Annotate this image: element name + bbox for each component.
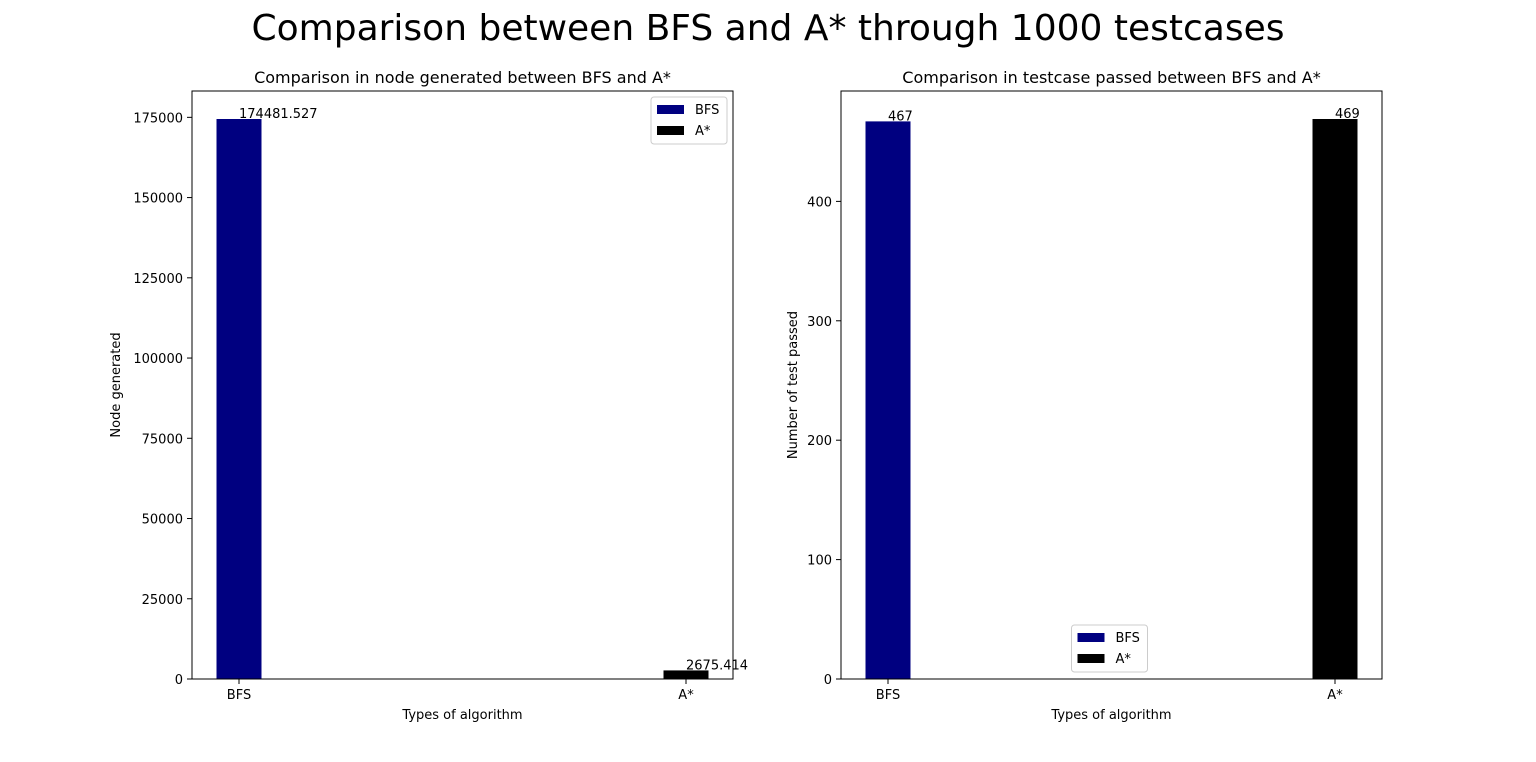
chart2-x-axis-label: Types of algorithm <box>1050 708 1171 723</box>
chart1-y-tick-label: 125000 <box>133 272 183 287</box>
chart1-bar-bfs <box>216 118 262 679</box>
chart1-x-tick-label: A* <box>678 688 694 703</box>
chart1-legend-label: A* <box>695 124 711 139</box>
chart1-legend-swatch <box>657 126 684 135</box>
chart2-data-label: 469 <box>1335 107 1360 122</box>
chart1-y-tick-label: 25000 <box>142 593 183 608</box>
chart1-data-label: 174481.527 <box>239 107 318 122</box>
chart1-y-tick-label: 0 <box>175 673 183 688</box>
chart1-y-tick-label: 150000 <box>133 192 183 207</box>
chart2-y-tick-label: 100 <box>807 554 832 569</box>
figure-title: Comparison between BFS and A* through 10… <box>251 8 1285 49</box>
chart1-legend-label: BFS <box>695 103 719 118</box>
chart2-bar-bfs <box>865 121 911 679</box>
chart2-x-tick-label: BFS <box>876 688 900 703</box>
chart1-y-tick-label: 175000 <box>133 111 183 126</box>
chart2-legend-label: A* <box>1116 652 1132 667</box>
chart2-y-axis-label: Number of test passed <box>786 311 801 459</box>
chart1-y-tick-label: 50000 <box>142 513 183 528</box>
chart2-legend-swatch <box>1077 633 1105 642</box>
chart2-y-tick-label: 300 <box>807 315 832 330</box>
chart2-x-tick-label: A* <box>1327 688 1343 703</box>
chart1-y-tick-label: 100000 <box>133 352 183 367</box>
chart1-bar-a <box>663 670 709 679</box>
chart1-x-axis-label: Types of algorithm <box>401 708 522 723</box>
chart1-data-label: 2675.414 <box>686 658 748 673</box>
chart2-y-tick-label: 200 <box>807 434 832 449</box>
chart1-legend-swatch <box>657 105 684 114</box>
chart2-legend-label: BFS <box>1116 631 1140 646</box>
chart1-title: Comparison in node generated between BFS… <box>254 68 671 87</box>
chart1-y-tick-label: 75000 <box>142 432 183 447</box>
chart1-plot-frame <box>191 90 734 680</box>
chart2-y-tick-label: 400 <box>807 195 832 210</box>
chart2-y-tick-label: 0 <box>824 673 832 688</box>
chart2-data-label: 467 <box>888 109 913 124</box>
chart1-x-tick-label: BFS <box>227 688 251 703</box>
chart2-legend-swatch <box>1077 654 1105 663</box>
chart1-y-axis-label: Node generated <box>109 332 124 437</box>
chart2-title: Comparison in testcase passed between BF… <box>902 68 1320 87</box>
chart2-bar-a <box>1312 119 1358 679</box>
chart2-plot-frame <box>840 90 1383 680</box>
